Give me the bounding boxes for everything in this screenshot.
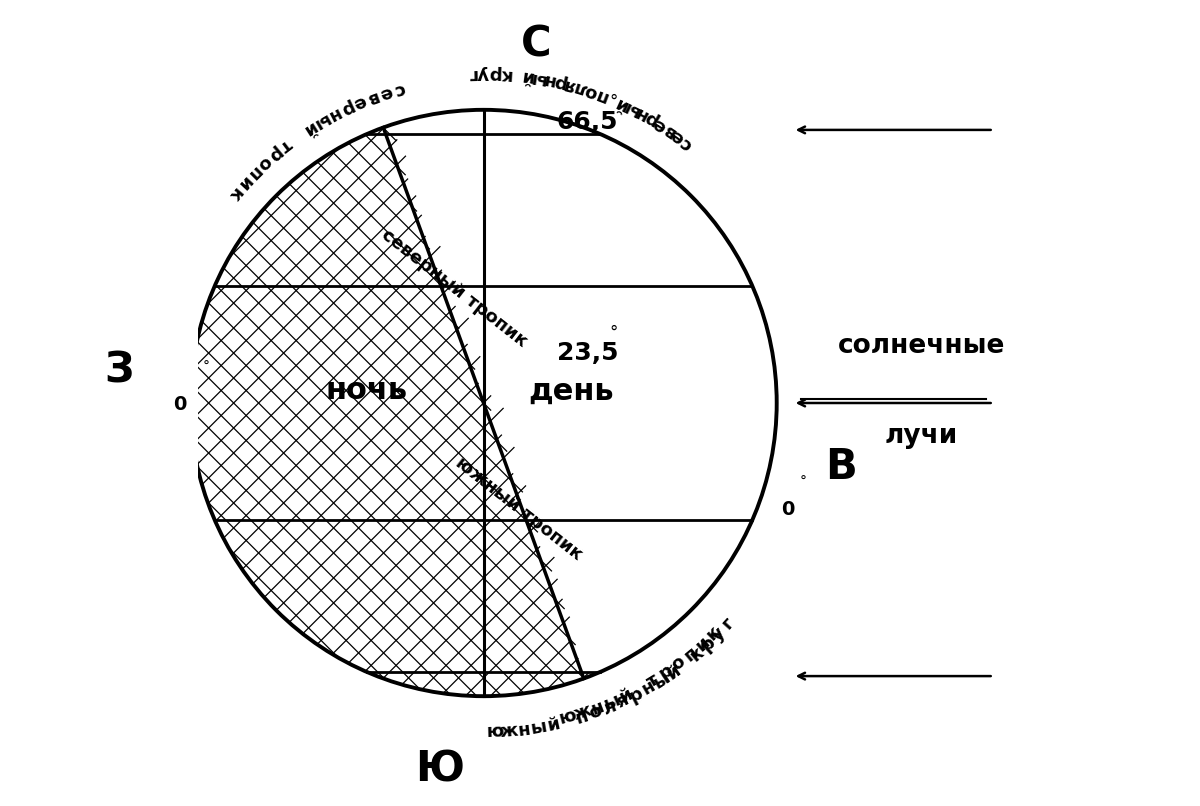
Text: л: л <box>600 696 619 718</box>
Text: р: р <box>551 73 568 93</box>
Text: й: й <box>299 118 319 139</box>
Text: р: р <box>697 634 719 655</box>
Text: р: р <box>626 684 646 706</box>
Text: °: ° <box>610 93 618 111</box>
Text: к: к <box>223 184 245 205</box>
Text: день: день <box>529 376 614 405</box>
Text: н: н <box>517 720 532 739</box>
Text: п: п <box>592 85 610 106</box>
Text: ы: ы <box>649 668 673 692</box>
Text: о: о <box>582 81 599 102</box>
Text: ночь: ночь <box>325 376 407 405</box>
Text: ы: ы <box>600 691 623 713</box>
Text: т: т <box>276 135 295 156</box>
Text: п: п <box>574 707 590 728</box>
Text: южный тропик: южный тропик <box>452 454 586 563</box>
Text: е: е <box>649 114 670 135</box>
Text: 0: 0 <box>781 500 794 519</box>
Text: т: т <box>643 671 662 692</box>
Text: г: г <box>467 64 478 83</box>
Text: р: р <box>264 143 286 165</box>
Text: о: о <box>253 152 275 174</box>
Text: лучи: лучи <box>884 423 958 449</box>
Text: н: н <box>638 677 659 699</box>
Text: к: к <box>703 622 725 644</box>
Text: ж: ж <box>571 701 594 724</box>
Text: н: н <box>588 697 606 718</box>
Text: З: З <box>104 350 134 392</box>
Text: у: у <box>708 624 728 645</box>
Text: солнечные: солнечные <box>838 333 1004 359</box>
Text: я: я <box>562 75 577 95</box>
Text: северный тропик: северный тропик <box>378 226 530 351</box>
Text: ы: ы <box>619 97 642 120</box>
Text: к: к <box>686 643 707 665</box>
Text: в: в <box>364 87 380 108</box>
Text: 66,5: 66,5 <box>557 110 618 134</box>
Text: о: о <box>668 653 689 675</box>
Text: В: В <box>824 447 857 488</box>
Text: е: е <box>350 92 368 113</box>
Text: й: й <box>616 685 635 707</box>
Text: о: о <box>587 702 605 723</box>
Text: °: ° <box>610 323 618 342</box>
Text: й: й <box>664 661 684 683</box>
Text: л: л <box>571 77 589 98</box>
Text: й: й <box>545 715 562 735</box>
Text: 0: 0 <box>173 395 186 414</box>
Text: °: ° <box>799 476 806 489</box>
Text: р: р <box>487 64 500 83</box>
Text: 23,5: 23,5 <box>557 341 618 364</box>
Text: е: е <box>377 82 395 103</box>
Text: и: и <box>233 172 254 194</box>
Text: ы: ы <box>528 68 547 89</box>
Text: с: с <box>392 79 407 99</box>
Text: н: н <box>631 102 650 124</box>
Text: ы: ы <box>529 717 548 737</box>
Circle shape <box>191 110 776 696</box>
Text: ж: ж <box>500 721 520 741</box>
Text: С: С <box>521 23 552 65</box>
Text: п: п <box>242 162 264 184</box>
Text: °: ° <box>203 359 210 374</box>
Text: п: п <box>680 643 701 665</box>
Text: н: н <box>324 104 343 125</box>
Text: и: и <box>691 633 713 654</box>
Text: г: г <box>719 614 738 633</box>
Text: й: й <box>612 93 630 114</box>
Text: р: р <box>640 108 660 130</box>
Text: р: р <box>655 662 677 683</box>
Text: ы: ы <box>310 110 332 133</box>
Text: е: е <box>667 126 688 147</box>
Text: ю: ю <box>486 723 504 742</box>
Text: ю: ю <box>557 706 578 728</box>
Text: н: н <box>540 70 556 90</box>
Text: й: й <box>520 67 534 86</box>
Text: к: к <box>498 65 511 84</box>
Text: с: с <box>677 133 696 154</box>
Text: я: я <box>613 691 631 712</box>
Text: Ю: Ю <box>415 749 464 791</box>
Text: р: р <box>336 98 355 119</box>
Text: у: у <box>478 64 488 83</box>
Text: в: в <box>659 120 678 141</box>
